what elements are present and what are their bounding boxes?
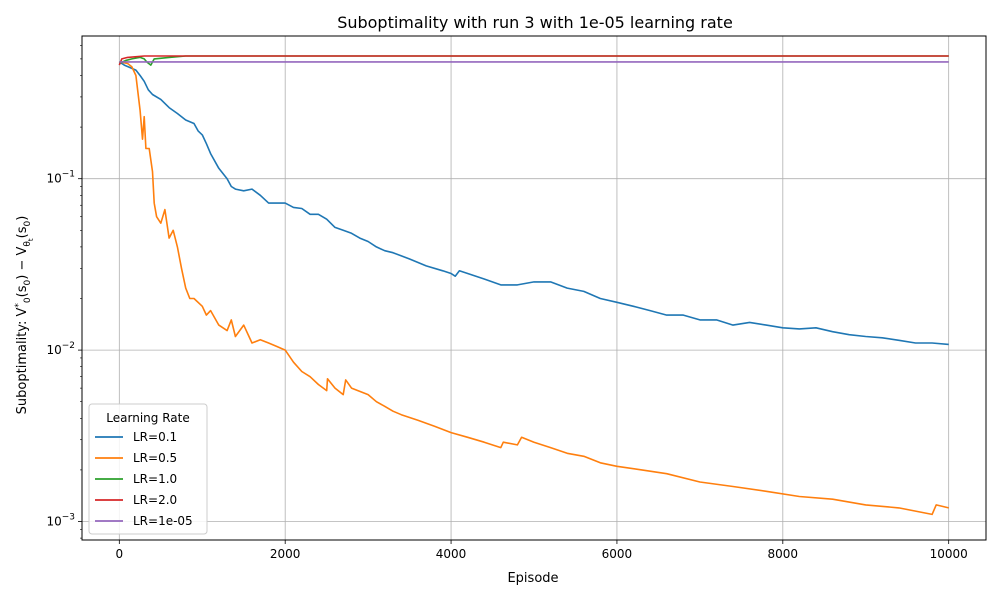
series-line-lr-0-1	[118, 61, 949, 346]
y-tick-label: 10−3	[46, 513, 75, 529]
grid	[82, 36, 986, 540]
x-tick-label: 10000	[930, 547, 968, 561]
x-tick-label: 4000	[436, 547, 467, 561]
legend-entry: LR=0.5	[133, 451, 177, 465]
plot-frame	[81, 35, 987, 541]
series-group	[118, 55, 949, 516]
x-tick-label: 8000	[768, 547, 799, 561]
x-axis-label: Episode	[507, 571, 558, 586]
x-tick-label: 2000	[270, 547, 301, 561]
legend-entry: LR=1.0	[133, 472, 177, 486]
legend-entry: LR=0.1	[133, 430, 177, 444]
legend-title: Learning Rate	[106, 411, 189, 425]
x-tick-label: 6000	[602, 547, 633, 561]
y-axis-label: Suboptimality: V*0(s0) − Vθt(s0)	[14, 216, 35, 415]
series-line-lr-0-5	[119, 61, 949, 516]
legend-entry: LR=1e-05	[133, 514, 193, 528]
y-tick-label: 10−2	[46, 341, 75, 357]
legend-entry: LR=2.0	[133, 493, 177, 507]
ticks: 0 2000 4000 6000 8000 10000 10−1 10−2 10−3	[46, 45, 968, 561]
y-tick-label: 10−1	[46, 170, 75, 186]
series-line-lr-2-0	[118, 55, 949, 66]
chart-title: Suboptimality with run 3 with 1e-05 lear…	[337, 13, 733, 32]
x-tick-label: 0	[116, 547, 124, 561]
legend: Learning Rate LR=0.1 LR=0.5 LR=1.0 LR=2.0 LR=…	[88, 403, 208, 535]
